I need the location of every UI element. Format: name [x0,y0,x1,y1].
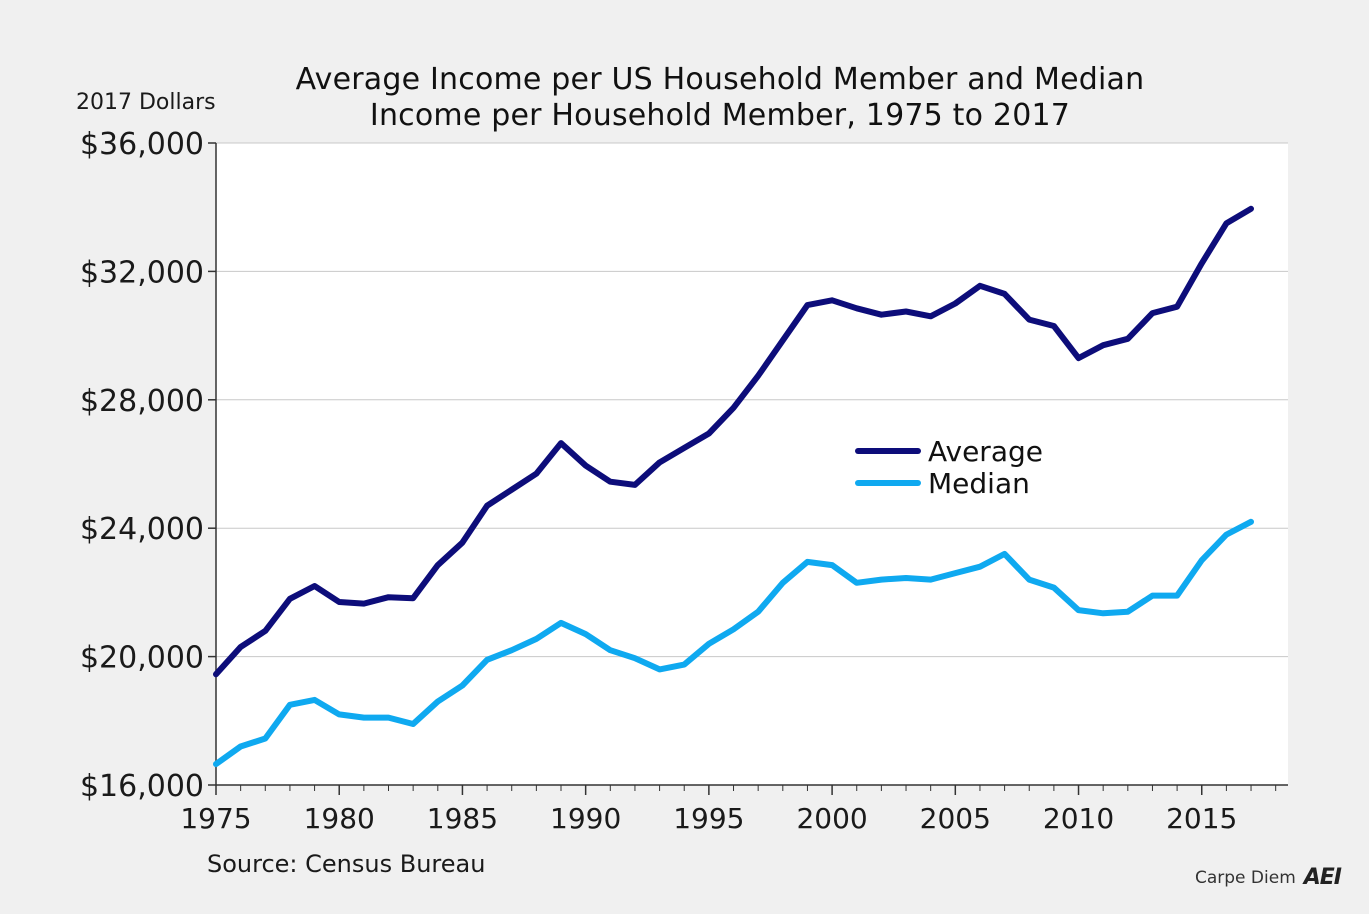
y-tick-label: $36,000 [80,127,204,162]
y-tick-label: $20,000 [80,641,204,676]
y-axis-units-label: 2017 Dollars [76,90,216,115]
legend-label-average: Average [928,435,1043,468]
x-tick-label: 2005 [920,802,991,835]
x-tick-label: 2010 [1043,802,1114,835]
y-tick-label: $24,000 [80,512,204,547]
gridlines [216,142,1288,658]
source-note: Source: Census Bureau [207,850,486,878]
axes [215,143,1288,786]
y-axis-ticks: $16,000 $20,000 $24,000 $28,000 $32,000 $36,0… [80,127,216,804]
y-tick-label: $28,000 [80,384,204,419]
x-tick-label: 1985 [427,802,498,835]
x-tick-label: 1975 [180,802,251,835]
series-lines [213,205,1254,768]
x-tick-label: 2000 [796,802,867,835]
y-tick-label: $16,000 [80,769,204,804]
brand-mark: Carpe Diem AEI [1194,865,1342,890]
plot-area [216,143,1288,785]
x-tick-label: 1990 [550,802,621,835]
series-line-median [213,518,1254,768]
legend-label-median: Median [928,467,1030,500]
x-tick-label: 1980 [304,802,375,835]
chart-title-line-1: Average Income per US Household Member a… [295,62,1145,97]
x-tick-label: 1995 [673,802,744,835]
x-tick-label: 2015 [1166,802,1237,835]
x-axis-ticks: 1975 1980 1985 1990 1995 2000 2005 2010 2015 [180,785,1277,835]
brand-text: Carpe Diem [1194,867,1296,888]
chart-title-line-2: Income per Household Member, 1975 to 201… [369,98,1071,133]
aei-logo: AEI [1303,865,1342,890]
series-line-average [213,205,1254,678]
y-tick-label: $32,000 [80,255,204,290]
